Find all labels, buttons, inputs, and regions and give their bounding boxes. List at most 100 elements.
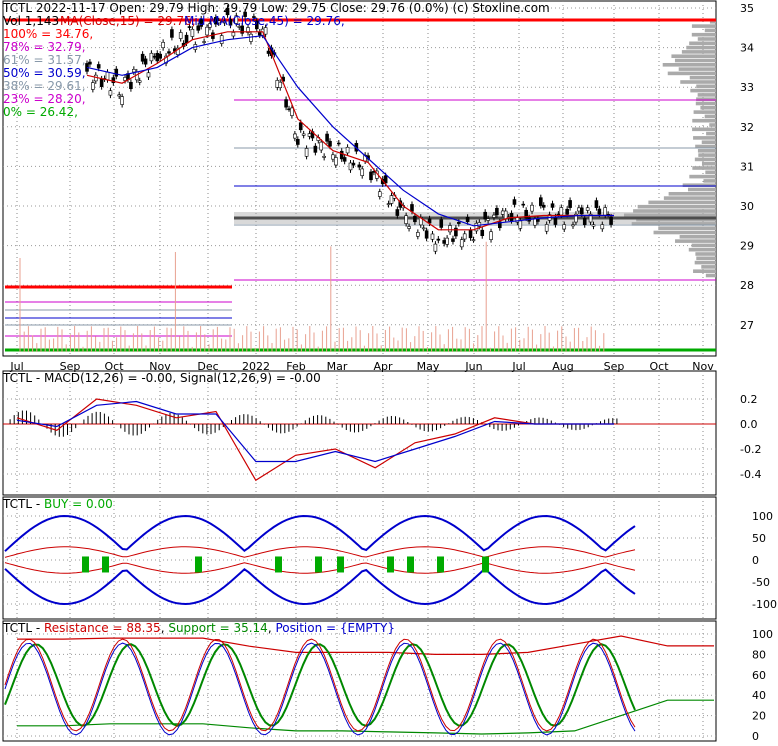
candle-body <box>342 157 347 162</box>
volume-profile-bar <box>704 28 716 33</box>
candle-body <box>357 164 362 168</box>
candle-body <box>427 218 432 224</box>
buy-signal-marker <box>275 556 282 573</box>
candle-body <box>474 222 479 232</box>
volume-profile-bar <box>680 80 716 84</box>
price-band <box>234 212 716 224</box>
candle-body <box>550 203 555 208</box>
buy-signal-marker <box>437 556 444 573</box>
candle-body <box>489 231 493 240</box>
candle-body <box>565 208 569 215</box>
volume-profile-bar <box>692 118 716 123</box>
candle-body <box>360 168 365 176</box>
candle-body <box>255 20 259 30</box>
candle-body <box>424 230 429 239</box>
candle-body <box>336 142 341 145</box>
volume-profile-bar <box>667 71 716 76</box>
candle-body <box>190 28 195 37</box>
volume-profile-bar <box>709 123 716 127</box>
candle-body <box>257 31 262 36</box>
candle-body <box>334 157 338 166</box>
candle-body <box>459 239 464 248</box>
volume-profile-bar <box>706 131 716 136</box>
volume-profile-bar <box>690 88 716 93</box>
candle-body <box>266 50 271 54</box>
fib-label: 0% = 26.42, <box>3 105 78 119</box>
volume-profile-bar <box>705 170 716 175</box>
candle-body <box>597 208 602 215</box>
volume-profile-bar <box>662 63 716 67</box>
volume-profile-bar <box>695 101 716 106</box>
x-tick-label: Oct <box>649 360 669 373</box>
candle-body <box>553 216 558 225</box>
volume-profile-bar <box>691 24 716 28</box>
price-tick-label: 27 <box>740 319 754 332</box>
support-line <box>17 699 714 735</box>
candle-body <box>175 47 180 55</box>
volume-profile-bar <box>698 153 716 157</box>
macd-tick-label: 0.2 <box>740 393 758 406</box>
x-tick-label: Feb <box>286 360 305 373</box>
volume-profile-bar <box>674 58 716 63</box>
candle-body <box>454 227 458 237</box>
ma45-line <box>86 35 614 227</box>
candle-body <box>234 15 239 24</box>
x-tick-label: Jul <box>9 360 23 373</box>
buy-signal-marker <box>387 556 394 573</box>
volume-profile-bar <box>688 247 716 252</box>
volume-profile-bar <box>623 213 716 218</box>
candle-body <box>503 210 508 220</box>
candle-body <box>293 133 297 139</box>
candle-body <box>588 213 593 223</box>
volume-profile-bar <box>636 217 716 222</box>
candle-body <box>123 77 127 81</box>
candle-body <box>178 32 183 39</box>
candle-body <box>530 204 534 212</box>
candle-body <box>208 23 212 28</box>
candle-body <box>146 72 151 78</box>
buy-signal-marker <box>102 556 109 573</box>
volume-profile-bar <box>691 32 716 37</box>
candle-body <box>430 233 435 240</box>
candle-body <box>448 225 452 233</box>
candle-body <box>111 77 116 84</box>
candle-body <box>184 34 189 44</box>
x-tick-label: May <box>417 360 440 373</box>
candle-body <box>579 207 584 215</box>
candle-body <box>348 162 353 171</box>
candle-body <box>462 233 467 240</box>
buy-signal-marker <box>315 556 322 573</box>
candle-body <box>114 68 119 77</box>
candle-body <box>140 53 145 62</box>
volume-profile-bar <box>689 75 716 80</box>
candle-body <box>410 204 414 212</box>
volume-profile-bar <box>689 174 716 179</box>
candle-body <box>120 96 124 105</box>
macd-panel-frame <box>2 370 717 496</box>
sr-oscillator-blue <box>4 642 636 736</box>
volume-label: Vol 1,143 <box>3 14 59 28</box>
candle-body <box>439 219 444 228</box>
candle-body <box>562 224 567 230</box>
x-tick-label: Dec <box>197 360 218 373</box>
sr-oscillator-green <box>4 643 636 727</box>
candle-body <box>386 203 391 205</box>
volume-profile-bar <box>663 196 716 200</box>
candle-body <box>228 19 233 26</box>
volume-profile-bar <box>675 239 716 243</box>
candle-body <box>137 80 142 83</box>
macd-line <box>16 398 614 482</box>
price-tick-label: 30 <box>740 200 754 213</box>
sr-tick-label: 100 <box>752 628 773 641</box>
volume-profile-bar <box>693 269 716 273</box>
macd-tick-label: -0.2 <box>740 443 761 456</box>
buy-tick-label: -50 <box>752 576 770 589</box>
candle-body <box>99 78 104 87</box>
candle-body <box>290 107 294 116</box>
candle-body <box>577 207 581 212</box>
price-tick-label: 35 <box>740 2 754 15</box>
price-tick-label: 28 <box>740 279 754 292</box>
fib-label: 50% = 30.59, <box>3 66 86 80</box>
candle-body <box>512 199 517 205</box>
sr-tick-label: 0 <box>752 730 759 743</box>
